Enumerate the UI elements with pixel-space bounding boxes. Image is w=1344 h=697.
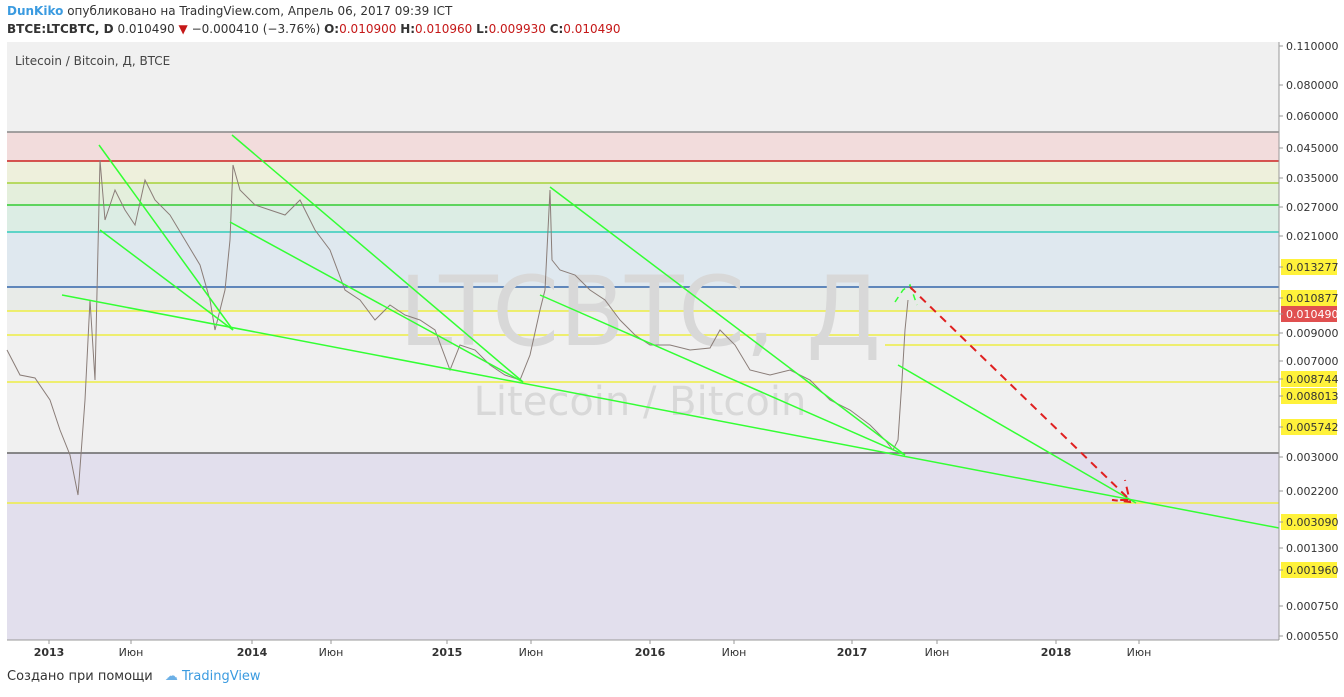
- price-label: 0.001300: [1286, 542, 1339, 555]
- high: 0.010960: [415, 22, 473, 36]
- trendline: [897, 364, 1137, 504]
- low: 0.009930: [488, 22, 546, 36]
- down-arrow: ▼: [178, 22, 188, 36]
- published: опубликовано на TradingView.com, Апрель …: [67, 4, 453, 18]
- time-label: Июн: [319, 646, 344, 659]
- price-badge: [1281, 388, 1337, 404]
- close-label: C:: [549, 22, 564, 36]
- price-badge: [1281, 419, 1337, 435]
- trendline: [98, 144, 234, 331]
- time-label: 2015: [432, 646, 463, 659]
- price-label: 0.007000: [1286, 355, 1339, 368]
- price-axis: [1279, 42, 1344, 640]
- time-label: 2014: [237, 646, 268, 659]
- footer-text: Создано при помощи: [7, 669, 153, 684]
- time-label: Июн: [1127, 646, 1152, 659]
- change: −0.000410 (−3.76%): [191, 22, 321, 36]
- publish-line: DunKiko опубликовано на TradingView.com,…: [7, 4, 452, 18]
- open-label: O:: [324, 22, 340, 36]
- price-label: 0.008013: [1286, 390, 1339, 403]
- price-badge: [1281, 290, 1337, 306]
- open: 0.010900: [339, 22, 397, 36]
- price-label: 0.000750: [1286, 600, 1339, 613]
- time-label: Июн: [119, 646, 144, 659]
- trendline: [61, 294, 1280, 529]
- price-label: 0.003000: [1286, 451, 1339, 464]
- price-label: 0.035000: [1286, 172, 1339, 185]
- price-badge: [1281, 562, 1337, 578]
- price-label: 0.010490: [1286, 308, 1339, 321]
- zone: [7, 161, 1279, 183]
- trendlines: [61, 134, 1280, 529]
- price-label: 0.060000: [1286, 110, 1339, 123]
- high-label: H:: [400, 22, 416, 36]
- price-label: 0.027000: [1286, 201, 1339, 214]
- price-label: 0.080000: [1286, 79, 1339, 92]
- trendline: [99, 229, 234, 331]
- trendline: [539, 294, 906, 456]
- price-badge: [1281, 371, 1337, 387]
- price-label: 0.005742: [1286, 421, 1339, 434]
- last: 0.010490: [117, 22, 175, 36]
- quote-line: BTCE:LTCBTC, D 0.010490 ▼ −0.000410 (−3.…: [7, 22, 621, 36]
- price-label: 0.002200: [1286, 485, 1339, 498]
- zone: [7, 205, 1279, 232]
- price-label: 0.008744: [1286, 373, 1339, 386]
- price-label: 0.010877: [1286, 292, 1339, 305]
- close: 0.010490: [563, 22, 621, 36]
- watermark-sub: Litecoin / Bitcoin: [474, 379, 807, 425]
- price-label: 0.000550: [1286, 630, 1339, 643]
- price-label: 0.045000: [1286, 142, 1339, 155]
- price-label: 0.009000: [1286, 327, 1339, 340]
- watermark: LTCBTC, Д: [399, 256, 881, 368]
- levels: [7, 131, 1279, 504]
- logo: ☁: [164, 669, 178, 684]
- author[interactable]: DunKiko: [7, 4, 64, 18]
- time-label: Июн: [722, 646, 747, 659]
- zone: [7, 132, 1279, 161]
- price-label: 0.013277: [1286, 261, 1339, 274]
- price-label: 0.021000: [1286, 230, 1339, 243]
- time-label: 2013: [34, 646, 65, 659]
- price-label: 0.110000: [1286, 40, 1339, 53]
- trendline: [229, 221, 524, 383]
- price-label: 0.001960: [1286, 564, 1339, 577]
- time-label: Июн: [519, 646, 544, 659]
- time-label: 2016: [635, 646, 666, 659]
- time-label: Июн: [925, 646, 950, 659]
- brand[interactable]: TradingView: [182, 669, 261, 684]
- price-label: 0.003090: [1286, 516, 1339, 529]
- symbol: BTCE:LTCBTC, D: [7, 22, 114, 36]
- legend: Litecoin / Bitcoin, Д, BTCE: [15, 54, 170, 68]
- trendline: [549, 186, 906, 456]
- forecast-arrow: [909, 286, 1133, 504]
- zone: [7, 183, 1279, 205]
- zone: [7, 287, 1279, 311]
- price-line: [6, 159, 909, 496]
- forecast: [894, 283, 918, 306]
- zone: [7, 232, 1279, 287]
- zone: [7, 453, 1279, 640]
- price-badge: [1281, 514, 1337, 530]
- time-label: 2017: [837, 646, 868, 659]
- trendline: [231, 134, 524, 383]
- low-label: L:: [476, 22, 489, 36]
- price-badge: [1281, 259, 1337, 275]
- price-badge: [1281, 306, 1337, 322]
- time-label: 2018: [1041, 646, 1072, 659]
- footer: Создано при помощи ☁ TradingView: [7, 669, 261, 684]
